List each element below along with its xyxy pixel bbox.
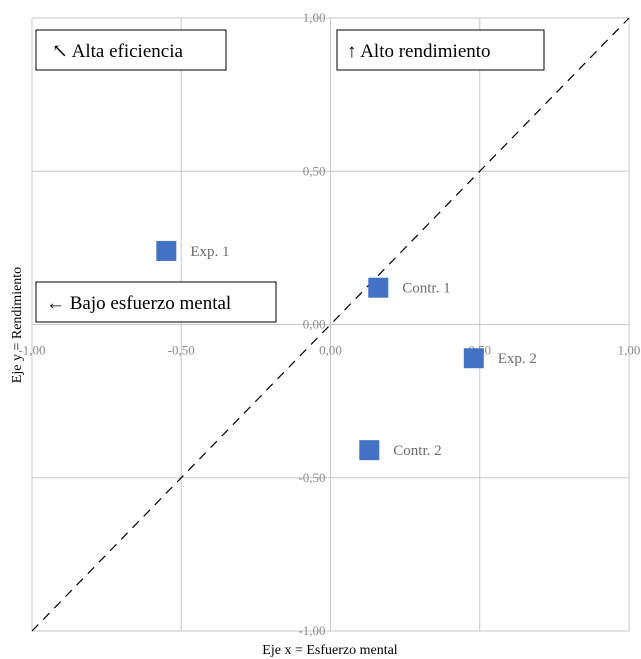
data-point-label: Contr. 2: [393, 443, 441, 459]
y-tick-label: 0,50: [303, 163, 326, 178]
data-point-marker: [359, 440, 380, 461]
x-axis-title: Eje x = Esfuerzo mental: [262, 643, 398, 658]
x-tick-label: 0,00: [319, 343, 342, 358]
y-tick-label: 0,00: [303, 317, 326, 332]
data-point-label: Contr. 1: [402, 281, 450, 297]
annotation-text: ↖ Alta eficiencia: [52, 41, 183, 62]
annotation-box: [35, 281, 277, 323]
y-axis-title: Eje y = Rendimiento: [10, 267, 25, 383]
annotation-bajo-esfuerzo: ← Bajo esfuerzo mental: [35, 281, 277, 323]
grid-lines: [31, 17, 630, 632]
data-points: Exp. 1 Contr. 1 Exp. 2 Contr. 2: [156, 240, 537, 461]
annotation-alta-eficiencia: ↖ Alta eficiencia: [35, 29, 227, 71]
data-point-label: Exp. 1: [190, 244, 229, 260]
data-point-marker: [463, 348, 484, 369]
annotation-box: [35, 29, 227, 71]
y-tick-label: -0,50: [298, 470, 325, 485]
x-tick-label: 1,00: [618, 343, 641, 358]
data-point-label: Exp. 2: [498, 351, 537, 367]
data-point-marker: [156, 240, 177, 261]
x-tick-label: -1,00: [18, 343, 45, 358]
annotation-alto-rendimiento: ↑ Alto rendimiento: [336, 29, 545, 71]
annotation-text: ← Bajo esfuerzo mental: [46, 293, 231, 314]
y-tick-labels: 1,00 0,50 0,00 -0,50 -1,00: [298, 10, 325, 638]
y-tick-label: 1,00: [303, 10, 326, 25]
x-tick-labels: -1,00-0,500,000,501,00: [18, 343, 640, 358]
y-tick-label: -1,00: [298, 623, 325, 638]
annotation-text: ↑ Alto rendimiento: [347, 41, 491, 62]
x-tick-label: -0,50: [168, 343, 195, 358]
data-point-marker: [368, 277, 389, 298]
annotation-box: [336, 29, 545, 71]
